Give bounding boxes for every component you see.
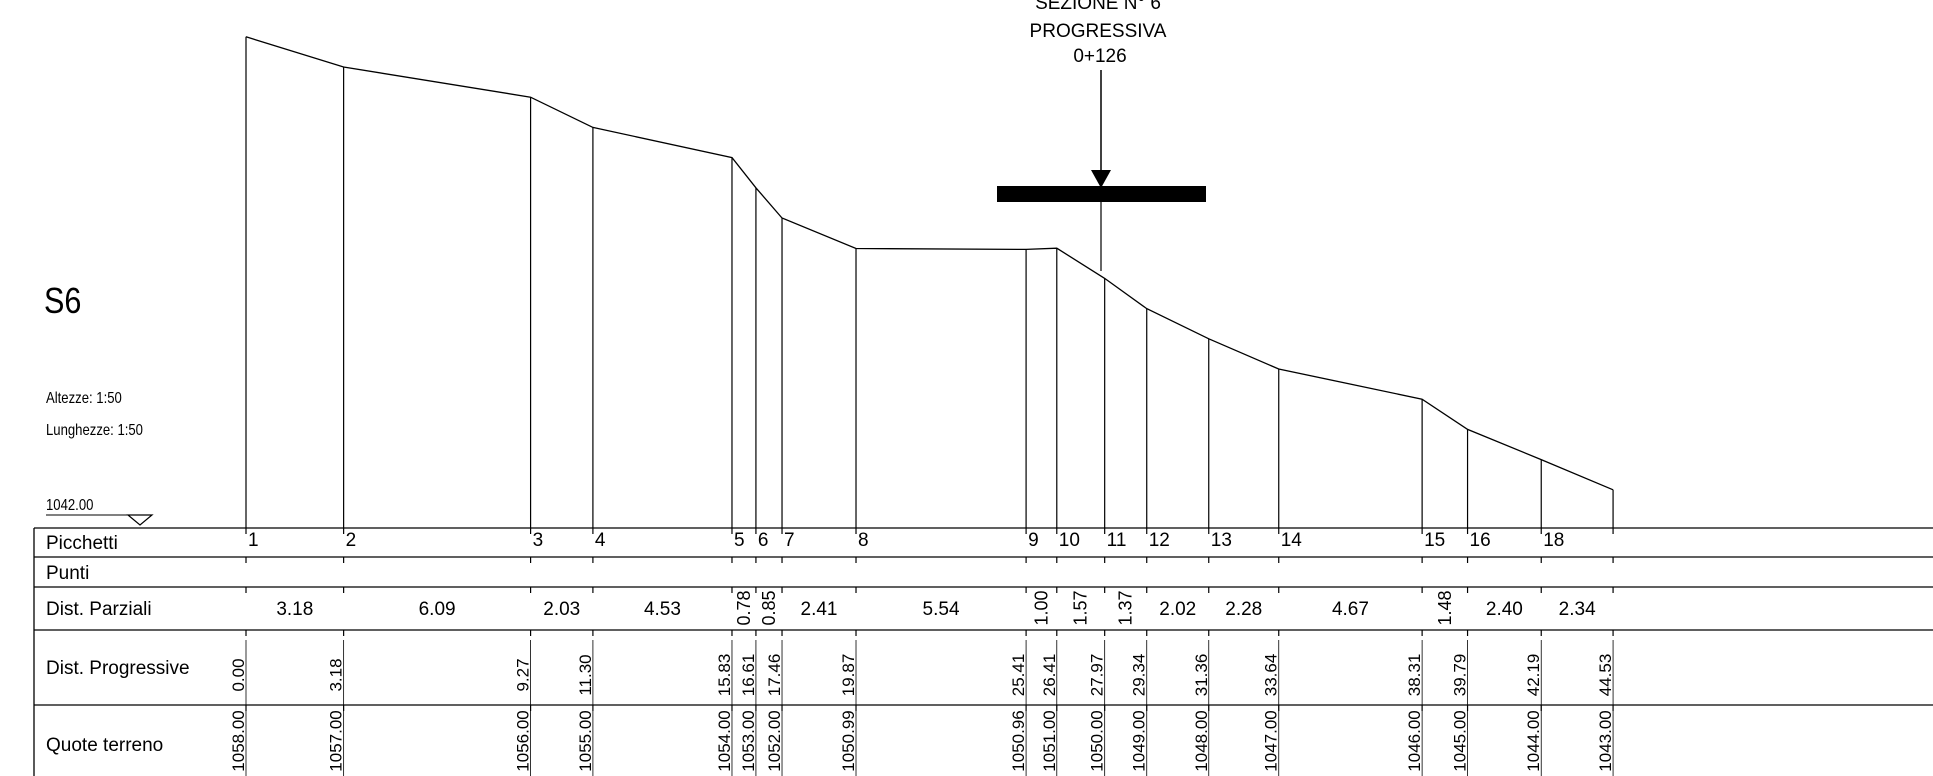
ground-elevation: 1056.00 <box>514 710 533 771</box>
annotation-line-3: 0+126 <box>1073 46 1126 67</box>
progressive-distance: 39.79 <box>1451 654 1470 697</box>
partial-distance: 1.37 <box>1116 590 1136 625</box>
annotation-line-2: PROGRESSIVA <box>1030 21 1167 42</box>
partial-distance: 1.48 <box>1435 590 1455 625</box>
progressive-distance: 33.64 <box>1262 654 1281 697</box>
row-label-picchetti: Picchetti <box>46 533 118 554</box>
ground-elevation: 1053.00 <box>739 710 758 771</box>
progressive-distance: 0.00 <box>229 658 248 691</box>
progressive-distance: 9.27 <box>514 658 533 691</box>
progressive-distance: 17.46 <box>765 654 784 697</box>
station-verticals <box>245 36 1614 528</box>
progressive-distance: 44.53 <box>1596 654 1615 697</box>
picchetto-label: 7 <box>784 530 795 551</box>
picchetto-label: 11 <box>1107 530 1127 551</box>
picchetto-label: 10 <box>1059 530 1080 551</box>
row-label-quote-terreno: Quote terreno <box>46 735 163 756</box>
section-annotation: SEZIONE N° 6 PROGRESSIVA 0+126 <box>1030 0 1167 188</box>
partial-distance: 0.85 <box>759 590 779 625</box>
annotation-line-1: SEZIONE N° 6 <box>1035 0 1161 14</box>
section-id: S6 <box>44 282 81 322</box>
datum-triangle <box>126 514 154 526</box>
data-table <box>33 527 1933 776</box>
progressive-distance: 19.87 <box>839 654 858 697</box>
progressive-distance: 25.41 <box>1009 654 1028 697</box>
partial-distance: 0.78 <box>734 590 754 625</box>
progressive-distance: 15.83 <box>715 654 734 697</box>
progressive-distance: 26.41 <box>1040 654 1059 697</box>
ground-elevation: 1050.99 <box>839 710 858 771</box>
ground-elevation: 1054.00 <box>715 710 734 771</box>
picchetto-label: 1 <box>248 530 259 551</box>
ground-elevation: 1046.00 <box>1405 710 1424 771</box>
partial-distance: 3.18 <box>276 599 313 620</box>
picchetto-label: 8 <box>858 530 869 551</box>
picchetto-label: 16 <box>1470 530 1491 551</box>
progressive-distance: 11.30 <box>576 654 595 695</box>
partial-distance: 2.02 <box>1159 599 1196 620</box>
picchetto-label: 18 <box>1543 530 1564 551</box>
ground-elevation: 1047.00 <box>1262 710 1281 771</box>
partial-distance: 2.34 <box>1559 599 1596 620</box>
picchetto-label: 3 <box>533 530 544 551</box>
partial-distance: 1.57 <box>1071 590 1091 625</box>
ground-elevation: 1052.00 <box>765 710 784 771</box>
table-station-values: 1 0.00 1058.00 2 3.18 1057.00 3 9.27 1056.00 4 11.… <box>229 528 1615 776</box>
partial-distance: 2.40 <box>1486 599 1523 620</box>
ground-elevation: 1050.96 <box>1009 710 1028 771</box>
row-label-dist-progressive: Dist. Progressive <box>46 658 190 679</box>
partial-distance: 1.00 <box>1031 590 1051 625</box>
ground-elevation: 1051.00 <box>1040 710 1059 771</box>
row-label-punti: Punti <box>46 563 89 584</box>
progressive-distance: 27.97 <box>1088 654 1107 697</box>
ground-elevation: 1050.00 <box>1088 710 1107 771</box>
datum-value: 1042.00 <box>46 497 93 514</box>
picchetto-label: 14 <box>1281 530 1303 551</box>
annotation-arrow-head <box>1091 170 1111 188</box>
datum-marker: 1042.00 <box>46 497 154 526</box>
partial-distance: 2.03 <box>543 599 580 620</box>
picchetto-label: 2 <box>346 530 357 551</box>
partial-distance: 6.09 <box>419 599 456 620</box>
picchetto-label: 4 <box>595 530 606 551</box>
progressive-distance: 3.18 <box>327 658 346 691</box>
partial-distance: 4.53 <box>644 599 681 620</box>
ground-elevation: 1058.00 <box>229 710 248 771</box>
progressive-distance: 29.34 <box>1130 654 1149 697</box>
picchetto-label: 13 <box>1211 530 1232 551</box>
picchetto-label: 6 <box>758 530 769 551</box>
picchetto-label: 12 <box>1149 530 1170 551</box>
partial-distance: 5.54 <box>923 599 960 620</box>
ground-elevation: 1043.00 <box>1596 710 1615 771</box>
row-label-dist-parziali: Dist. Parziali <box>46 599 152 620</box>
ground-elevation: 1055.00 <box>576 710 595 771</box>
ground-elevation: 1048.00 <box>1192 710 1211 771</box>
ground-elevation: 1057.00 <box>327 710 346 771</box>
table-row-labels: Picchetti Punti Dist. Parziali Dist. Pro… <box>46 533 190 756</box>
road-platform <box>997 186 1206 202</box>
progressive-distance: 31.36 <box>1192 654 1211 697</box>
ground-elevation: 1049.00 <box>1130 710 1149 771</box>
ground-profile-line <box>245 36 1614 491</box>
picchetto-label: 5 <box>734 530 745 551</box>
scale-lengths: Lunghezze: 1:50 <box>46 422 143 439</box>
progressive-distance: 38.31 <box>1405 654 1424 697</box>
ground-elevation: 1044.00 <box>1524 710 1543 771</box>
progressive-distance: 42.19 <box>1524 654 1543 697</box>
ground-elevation: 1045.00 <box>1451 710 1470 771</box>
picchetto-label: 15 <box>1424 530 1445 551</box>
partial-distance: 4.67 <box>1332 599 1369 620</box>
partial-distance: 2.41 <box>801 599 838 620</box>
partial-distance: 2.28 <box>1225 599 1262 620</box>
progressive-distance: 16.61 <box>739 654 758 697</box>
scale-heights: Altezze: 1:50 <box>46 390 122 407</box>
picchetto-label: 9 <box>1028 530 1039 551</box>
